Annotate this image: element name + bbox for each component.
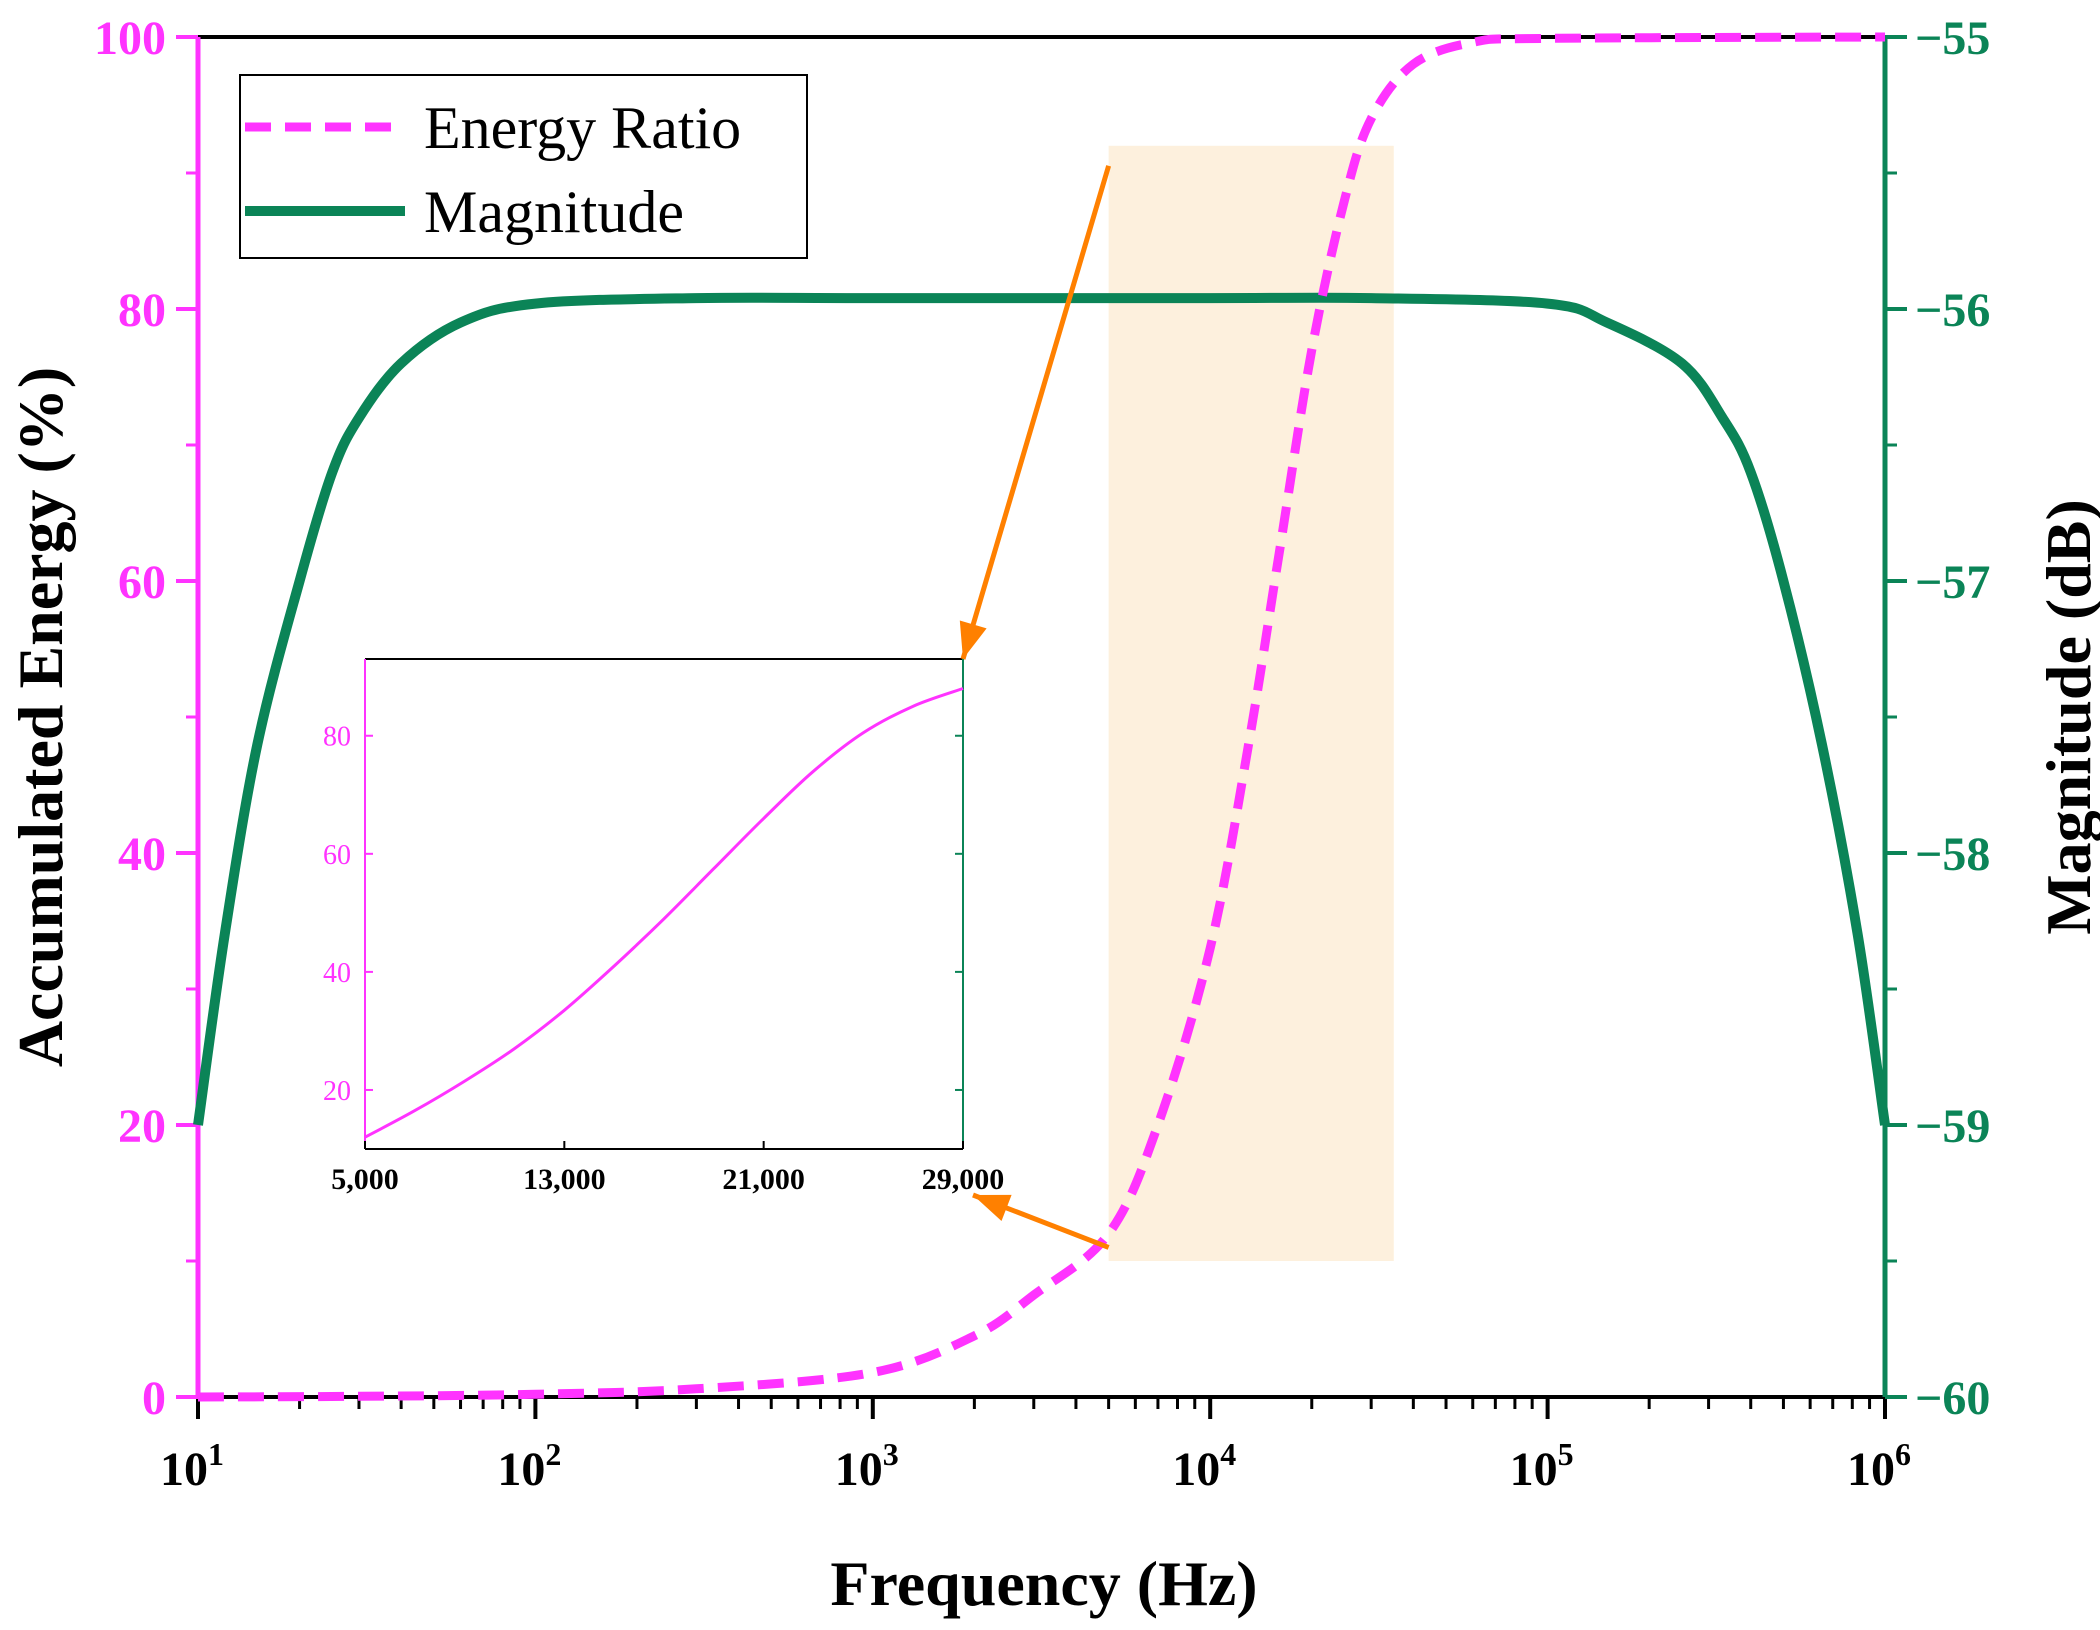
x-tick-label: 104 [1172, 1436, 1236, 1496]
x-tick-label: 105 [1510, 1436, 1574, 1496]
right-y-tick-label: −58 [1915, 828, 1990, 881]
legend-box [239, 74, 808, 259]
left-y-tick-label: 100 [94, 12, 166, 65]
left-y-tick-label: 40 [118, 828, 166, 881]
right-y-tick-label: −60 [1915, 1372, 1990, 1425]
left-y-tick-label: 80 [118, 284, 166, 337]
inset-x-tick-label: 5,000 [331, 1163, 399, 1196]
inset-chart: 20 40 60 80 5,000 13,000 21,000 29,000 [323, 658, 1004, 1196]
right-y-tick-label: −56 [1915, 284, 1990, 337]
inset-y-tick-label: 60 [323, 840, 351, 871]
x-axis-ticks: 101 102 103 104 105 106 [160, 1397, 1911, 1496]
inset-y-tick-label: 20 [323, 1076, 351, 1107]
left-y-tick-label: 0 [142, 1372, 166, 1425]
arrow-to-inset-bottom-head [973, 1194, 1012, 1221]
legend-magnitude-label: Magnitude [424, 179, 684, 245]
left-y-tick-label: 60 [118, 556, 166, 609]
legend: Energy Ratio Magnitude [239, 74, 808, 259]
x-tick-label: 102 [497, 1436, 561, 1496]
right-y-axis-ticks: −60 −59 −58 −57 −56 −55 [1885, 12, 1990, 1425]
inset-ticks: 20 40 60 80 5,000 13,000 21,000 29,000 [323, 722, 1004, 1196]
left-y-axis-ticks: 0 20 40 60 80 100 [94, 12, 198, 1425]
highlight-band [1108, 145, 1394, 1261]
arrow-to-inset-top-shaft [960, 165, 1112, 660]
magnitude-series-line [193, 292, 1890, 1126]
legend-energy-ratio-label: Energy Ratio [424, 95, 741, 161]
inset-x-tick-label: 13,000 [523, 1163, 606, 1196]
left-y-axis-title: Accumulated Energy (%) [5, 367, 76, 1067]
right-y-axis-title: Magnitude (dB) [2033, 499, 2100, 935]
x-axis-title: Frequency (Hz) [830, 1548, 1257, 1619]
inset-x-tick-label: 29,000 [922, 1163, 1005, 1196]
energy-ratio-series-line [197, 32, 1886, 1402]
x-tick-label: 103 [835, 1436, 899, 1496]
right-y-tick-label: −55 [1915, 12, 1990, 65]
inset-y-tick-label: 40 [323, 958, 351, 989]
inset-y-tick-label: 80 [323, 722, 351, 753]
x-tick-label: 106 [1847, 1436, 1911, 1496]
right-y-tick-label: −57 [1915, 556, 1990, 609]
right-y-tick-label: −59 [1915, 1100, 1990, 1153]
inset-x-tick-label: 21,000 [722, 1163, 805, 1196]
left-y-tick-label: 20 [118, 1100, 166, 1153]
annotation-arrows [959, 165, 1112, 1250]
x-tick-label: 101 [160, 1436, 224, 1496]
inset-energy-curve [364, 687, 964, 1139]
arrow-to-inset-top-head [959, 620, 987, 659]
